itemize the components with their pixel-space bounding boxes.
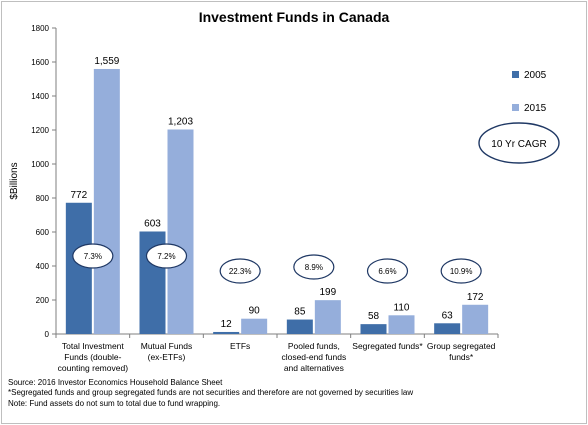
chart-title: Investment Funds in Canada	[199, 9, 390, 25]
bar-2015	[167, 129, 194, 334]
bar-label-2015: 90	[249, 306, 261, 317]
bar-label-2005: 603	[144, 218, 161, 229]
bar-2015	[241, 318, 268, 334]
bar-2005	[213, 331, 240, 334]
cagr-label: 7.2%	[157, 252, 175, 261]
cagr-legend-ellipse	[478, 122, 560, 164]
cagr-label: 22.3%	[229, 267, 252, 276]
x-category-label: counting removed)	[58, 363, 129, 373]
cagr-label: 8.9%	[305, 263, 323, 272]
cagr-label: 6.6%	[378, 267, 396, 276]
y-tick-label: 400	[36, 262, 50, 271]
x-category-label: funds*	[449, 352, 474, 362]
bar-label-2015: 1,203	[168, 116, 193, 127]
cagr-label: 7.3%	[84, 252, 102, 261]
bar-label-2005: 85	[294, 307, 306, 318]
cagr-ellipse	[72, 243, 114, 269]
bar-label-2015: 1,559	[94, 56, 119, 67]
cagr-ellipse	[293, 254, 335, 280]
legend-swatch-2005	[512, 71, 519, 78]
y-tick-label: 0	[45, 330, 50, 339]
x-category-label: Funds (double-	[64, 352, 121, 362]
bar-2015	[462, 304, 489, 334]
x-category-label: closed-end funds	[281, 352, 346, 362]
bar-2015	[93, 68, 120, 334]
x-category-label: (ex-ETFs)	[148, 352, 186, 362]
x-category-label: Group segregated	[427, 341, 496, 351]
source-note: Source: 2016 Investor Economics Househol…	[8, 378, 223, 387]
x-category-label: ETFs	[230, 341, 250, 351]
bar-2005	[65, 202, 92, 334]
cagr-label: 10.9%	[450, 267, 473, 276]
x-category-label: Segregated funds*	[352, 341, 423, 351]
footnote: *Segregated funds and group segregated f…	[8, 388, 414, 398]
chart-notes: Source: 2016 Investor Economics Househol…	[8, 378, 578, 409]
bar-label-2005: 772	[70, 190, 87, 201]
fund-wrapping-note: Note: Fund assets do not sum to total du…	[8, 398, 221, 408]
y-tick-label: 1600	[31, 58, 49, 67]
y-tick-label: 600	[36, 228, 50, 237]
y-tick-label: 1800	[31, 24, 49, 33]
y-tick-label: 800	[36, 194, 50, 203]
x-category-label: Pooled funds,	[288, 341, 340, 351]
cagr-ellipse	[366, 258, 409, 284]
y-axis-title: $Billions	[9, 162, 20, 199]
bar-2005	[434, 323, 461, 334]
bar-2005	[286, 319, 313, 334]
bar-label-2015: 110	[394, 302, 410, 313]
cagr-ellipse	[219, 258, 261, 284]
y-tick-label: 200	[36, 296, 50, 305]
plot-area: 0 200 400 600 800 1000 1200 1400 1600 1800 $Billio…	[9, 24, 560, 373]
bar-label-2005: 58	[368, 311, 380, 322]
bar-2005	[360, 324, 387, 334]
y-tick-label: 1400	[31, 92, 49, 101]
y-tick-label: 1200	[31, 126, 49, 135]
y-tick-label: 1000	[31, 160, 49, 169]
legend-swatch-2015	[512, 104, 519, 111]
bar-2015	[388, 315, 415, 334]
x-category-label: Mutual Funds	[141, 341, 193, 351]
legend-label-2005: 2005	[524, 70, 547, 81]
bar-label-2015: 172	[467, 292, 484, 303]
cagr-legend-label: 10 Yr CAGR	[491, 139, 546, 150]
legend-label-2015: 2015	[524, 103, 547, 114]
bar-2015	[314, 300, 341, 334]
x-category-label: and alternatives	[284, 363, 344, 373]
cagr-ellipse	[145, 243, 188, 269]
x-category-label: Total Investment	[62, 341, 125, 351]
bar-label-2005: 63	[442, 310, 454, 321]
bar-label-2005: 12	[221, 319, 233, 330]
bar-label-2015: 199	[319, 287, 336, 298]
cagr-ellipse	[440, 258, 482, 284]
